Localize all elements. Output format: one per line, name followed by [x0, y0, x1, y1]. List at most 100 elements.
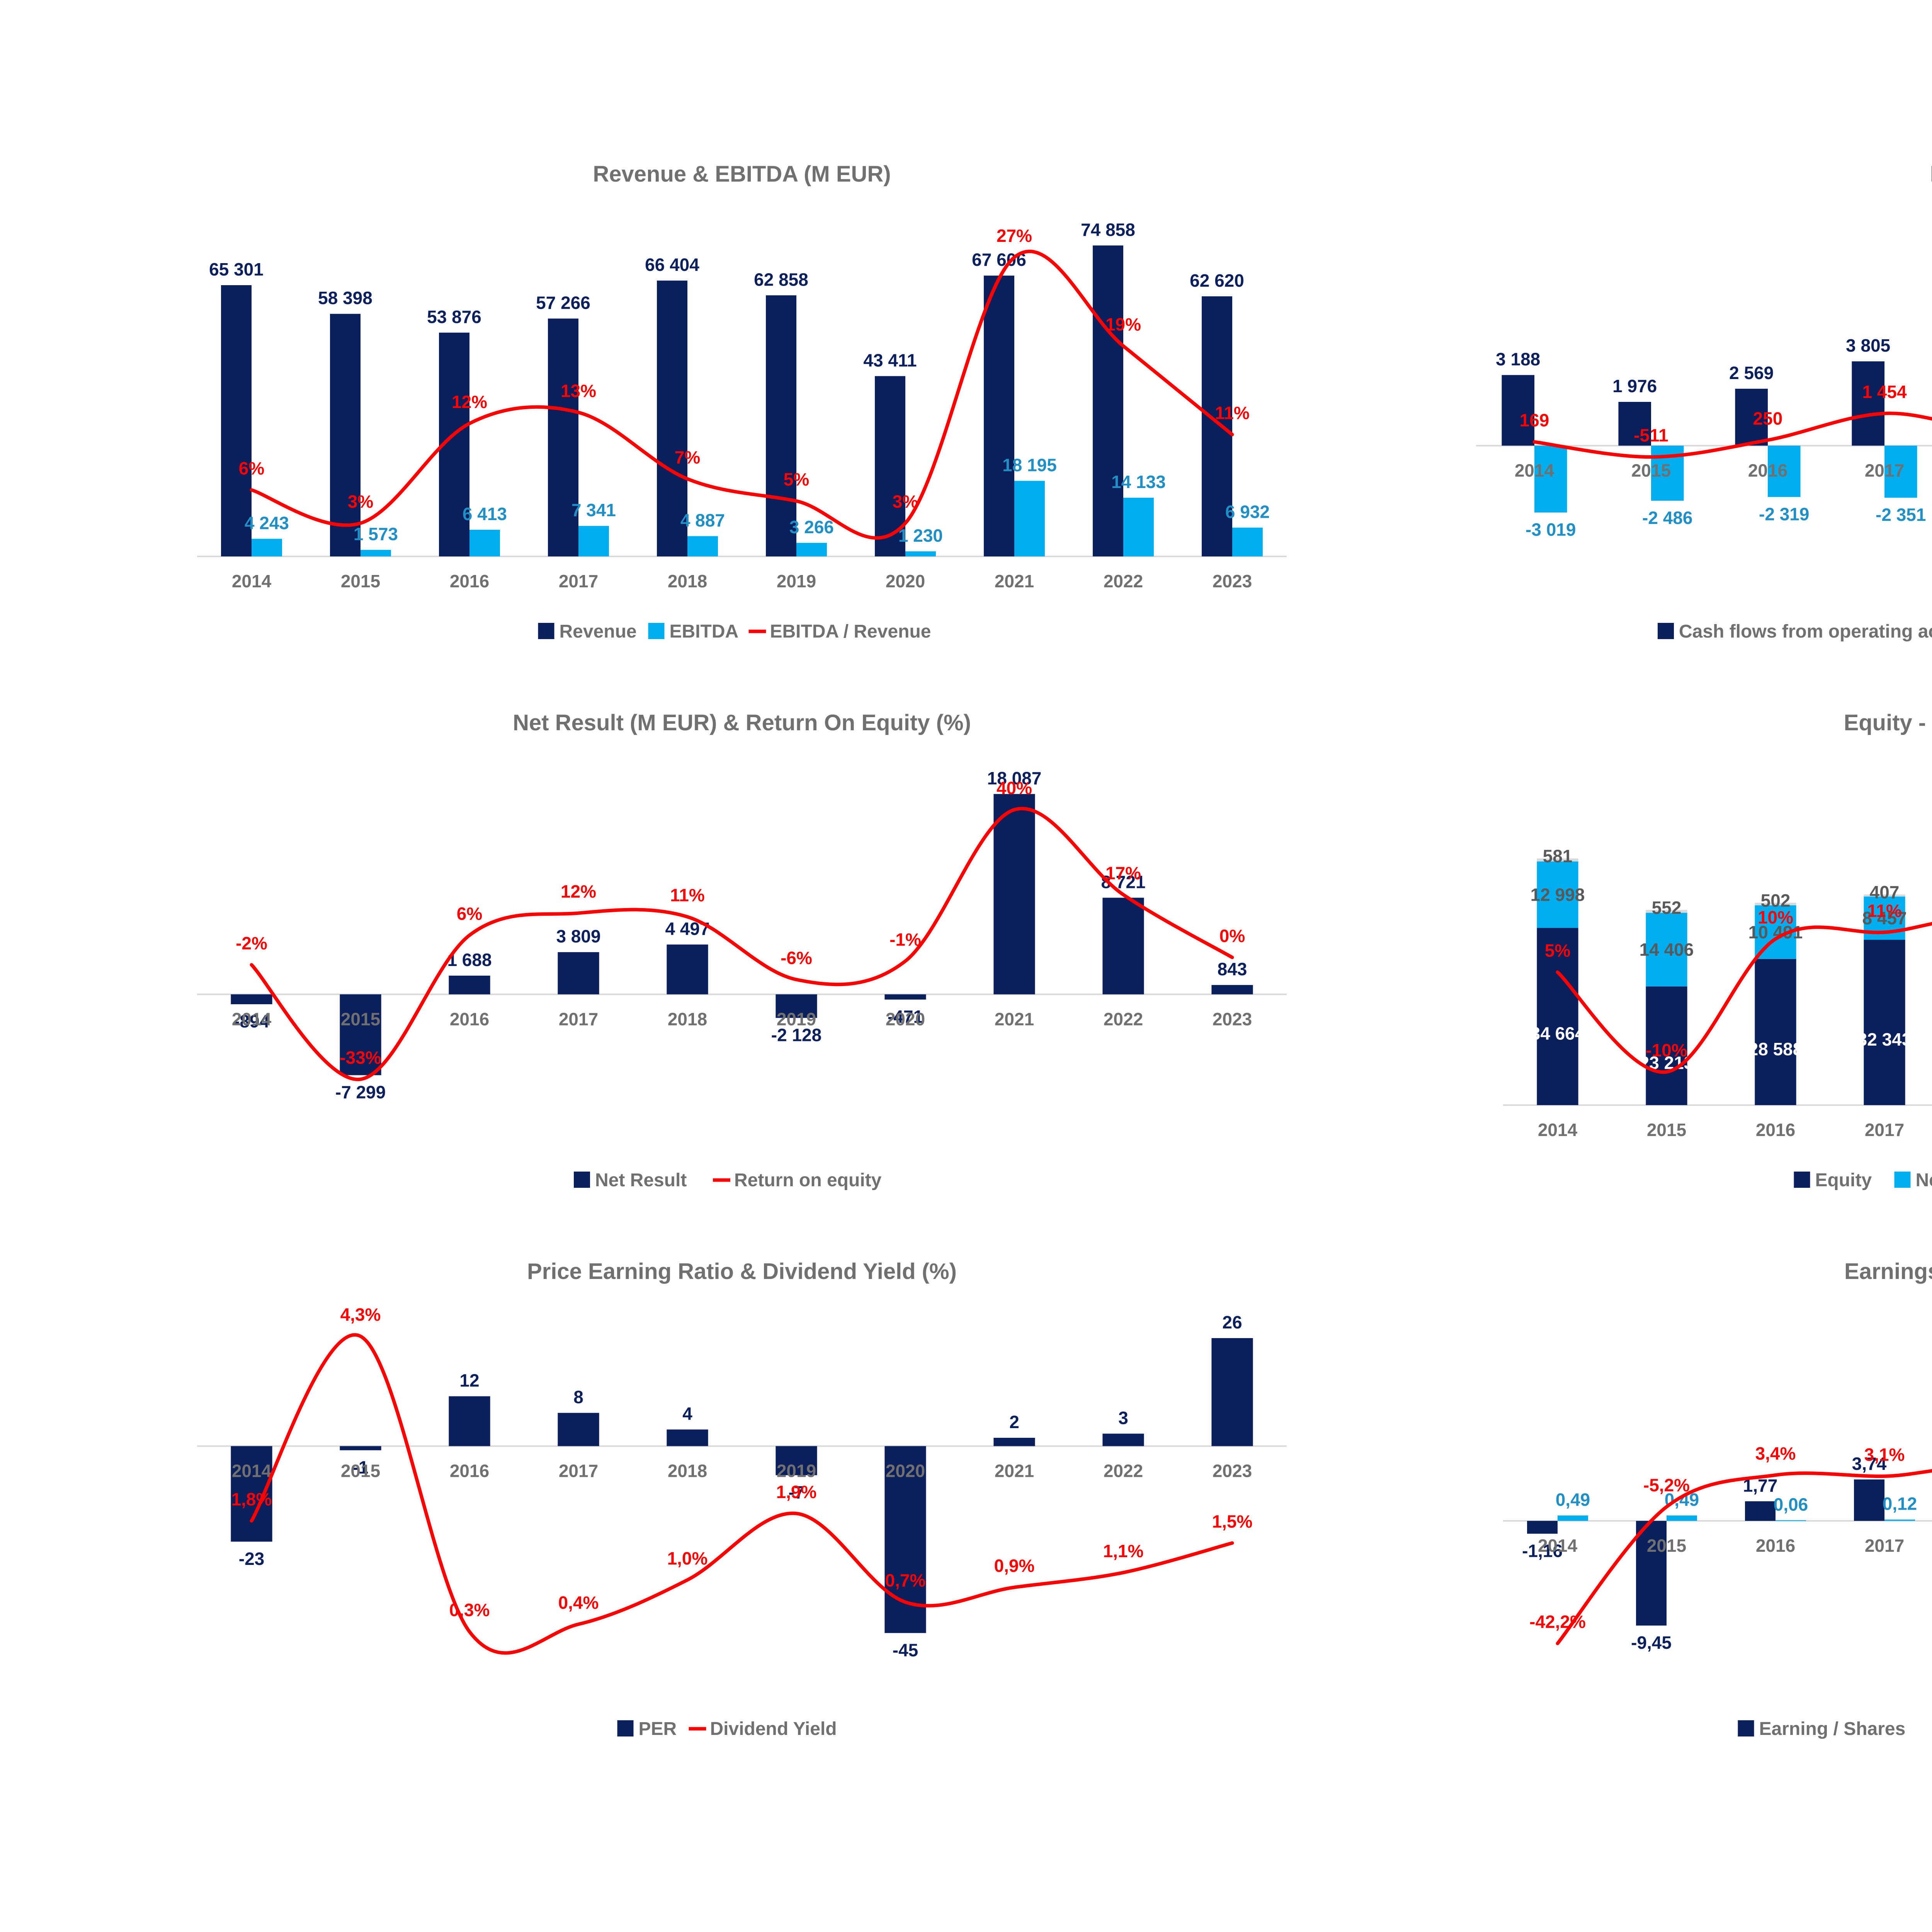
data-label-return-on-equity-2020: -1%	[889, 929, 921, 949]
data-label-dividend-yield-2017: 0,4%	[558, 1593, 599, 1613]
data-label-return-on-equity-2014: -2%	[236, 933, 267, 953]
data-label-per-2022: 3	[1118, 1408, 1128, 1428]
data-label-dividend-yield-2021: 0,9%	[994, 1556, 1035, 1576]
x-tick-2017: 2017	[1865, 1536, 1904, 1556]
x-tick-2016: 2016	[1748, 460, 1787, 480]
chart-title: Equity - Net Debt (M EUR) & ROCE (%)	[1844, 710, 1932, 735]
data-label-ebitda-revenue-2023: 11%	[1215, 403, 1250, 423]
data-label-dividends-shares-2014: 0,49	[1556, 1490, 1590, 1510]
data-label-revenue-2015: 58 398	[318, 288, 372, 308]
bar-ebitda-2020	[905, 551, 936, 556]
bar-per-2022	[1102, 1434, 1144, 1446]
data-label-per-2018: 4	[682, 1404, 692, 1424]
chart-svg: Price Earning Ratio & Dividend Yield (%)…	[197, 1259, 1287, 1739]
data-label-per-2020: -45	[893, 1640, 918, 1660]
bar-ebitda-2021	[1014, 481, 1045, 556]
data-label-ebitda-revenue-2020: 3%	[893, 492, 918, 512]
bar-net-result-2021	[993, 794, 1035, 995]
bar-net-result-2015	[340, 994, 381, 1075]
data-label-ebitda-2021: 18 195	[1002, 455, 1057, 475]
bar-per-2015	[340, 1446, 381, 1451]
legend-label-ebitda-revenue: EBITDA / Revenue	[770, 621, 931, 642]
bar-per-2016	[449, 1396, 490, 1446]
bar-ebitda-2016	[469, 530, 500, 556]
chart-revenue-ebitda: Revenue & EBITDA (M EUR) 65 301 58 398 53 8…	[182, 147, 1302, 680]
data-label-of-distribution-2015: -5,2%	[1643, 1475, 1690, 1495]
data-label-ebitda-revenue-2021: 27%	[997, 226, 1032, 246]
legend-swatch-revenue	[538, 623, 554, 639]
line-return-on-equity	[250, 807, 1234, 1081]
data-label-capital-expenditures-2014: -3 019	[1526, 519, 1576, 539]
chart-title: Earnings & Dividends per share (EUR)	[1844, 1259, 1932, 1284]
data-label-dividend-yield-2016: 0,3%	[449, 1600, 490, 1620]
bar-ebitda-2017	[578, 526, 609, 556]
x-tick-2019: 2019	[777, 1461, 816, 1481]
data-label-net-result-2023: 843	[1218, 959, 1247, 979]
bar-capital-expenditures-2017	[1884, 446, 1917, 498]
data-label-earning-shares-2015: -9,45	[1631, 1633, 1672, 1653]
data-label-roce-2017: 11%	[1867, 901, 1902, 921]
data-label-capital-expenditures-2016: -2 319	[1759, 504, 1809, 524]
legend-label-net-result: Net Result	[595, 1170, 687, 1190]
x-tick-2023: 2023	[1213, 1009, 1252, 1029]
bar-revenue-2023	[1202, 296, 1232, 556]
x-tick-2016: 2016	[450, 1461, 489, 1481]
data-label-lease-liabilities-2015: 552	[1652, 898, 1682, 918]
data-label-ebitda-2015: 1 573	[354, 524, 398, 544]
data-label-net-result-2021: 18 087	[987, 768, 1042, 788]
bar-ebitda-2023	[1232, 527, 1263, 556]
x-tick-2020: 2020	[886, 1461, 925, 1481]
x-tick-2019: 2019	[777, 1009, 816, 1029]
chart-title: Price Earning Ratio & Dividend Yield (%)	[527, 1259, 957, 1284]
bar-ebitda-2015	[361, 550, 391, 556]
data-label-net-debt-2014: 12 998	[1531, 884, 1585, 905]
legend-label-net-debt: Net debt	[1916, 1170, 1932, 1190]
data-label-lease-liabilities-2017: 407	[1870, 882, 1900, 902]
bar-net-result-2019	[776, 994, 817, 1018]
bar-net-result-2022	[1102, 898, 1144, 995]
data-label-ebitda-revenue-2018: 7%	[675, 447, 700, 467]
bar-lease-liabilities-2014	[1537, 858, 1578, 862]
data-label-dividend-yield-2015: 4,3%	[340, 1304, 381, 1325]
data-label-ebitda-2023: 6 932	[1225, 502, 1270, 522]
x-tick-2018: 2018	[668, 1461, 707, 1481]
x-tick-2017: 2017	[559, 571, 598, 591]
data-label-ebitda-2020: 1 230	[898, 526, 943, 546]
bar-revenue-2014	[221, 285, 252, 556]
bar-net-debt-2014	[1537, 861, 1578, 928]
data-label-cash-flows-from-operating-activities-2016: 2 569	[1729, 363, 1774, 383]
bar-ebitda-2018	[687, 536, 718, 556]
chart-net-result-roe: Net Result (M EUR) & Return On Equity (%…	[182, 696, 1302, 1229]
bar-net-result-2023	[1211, 985, 1253, 995]
legend-label-ebitda: EBITDA	[670, 621, 739, 642]
chart-per-dividend-yield: Price Earning Ratio & Dividend Yield (%)…	[182, 1244, 1302, 1777]
data-label-roce-2015: -10%	[1646, 1040, 1687, 1060]
data-label-equity-2016: 28 588	[1748, 1039, 1803, 1059]
data-label-dividend-yield-2020: 0,7%	[885, 1570, 926, 1590]
data-label-net-result-2015: -7 299	[335, 1082, 386, 1102]
data-label-lease-liabilities-2014: 581	[1543, 846, 1573, 866]
x-tick-2018: 2018	[668, 1009, 707, 1029]
bar-net-result-2016	[449, 975, 490, 995]
chart-eps-dps: Earnings & Dividends per share (EUR) -1,1…	[1488, 1244, 1932, 1777]
data-label-per-2016: 12	[459, 1371, 479, 1391]
data-label-revenue-2018: 66 404	[645, 255, 699, 275]
bar-net-debt-2015	[1646, 913, 1687, 986]
legend-swatch-cash-flows-from-operating-activities	[1658, 623, 1674, 639]
data-label-revenue-2017: 57 266	[536, 293, 590, 313]
data-label-return-on-equity-2022: 17%	[1105, 863, 1141, 883]
data-label-per-2019: -7	[789, 1482, 804, 1502]
legend-swatch-ebitda	[648, 623, 665, 639]
bar-revenue-2017	[548, 318, 578, 556]
legend-swatch-net-debt	[1894, 1172, 1911, 1188]
chart-title: Revenue & EBITDA (M EUR)	[593, 162, 891, 187]
bar-per-2021	[993, 1438, 1035, 1446]
legend-label-per: PER	[639, 1719, 677, 1739]
x-tick-2020: 2020	[886, 1009, 925, 1029]
x-tick-2015: 2015	[341, 1461, 380, 1481]
data-label-cash-flows-from-operating-activities-2015: 1 976	[1612, 376, 1657, 396]
line-dividend-yield	[250, 1333, 1234, 1655]
x-tick-2017: 2017	[1865, 460, 1904, 480]
bar-cash-flows-from-operating-activities-2016	[1735, 389, 1768, 446]
chart-title: Net Result (M EUR) & Return On Equity (%…	[513, 710, 971, 735]
